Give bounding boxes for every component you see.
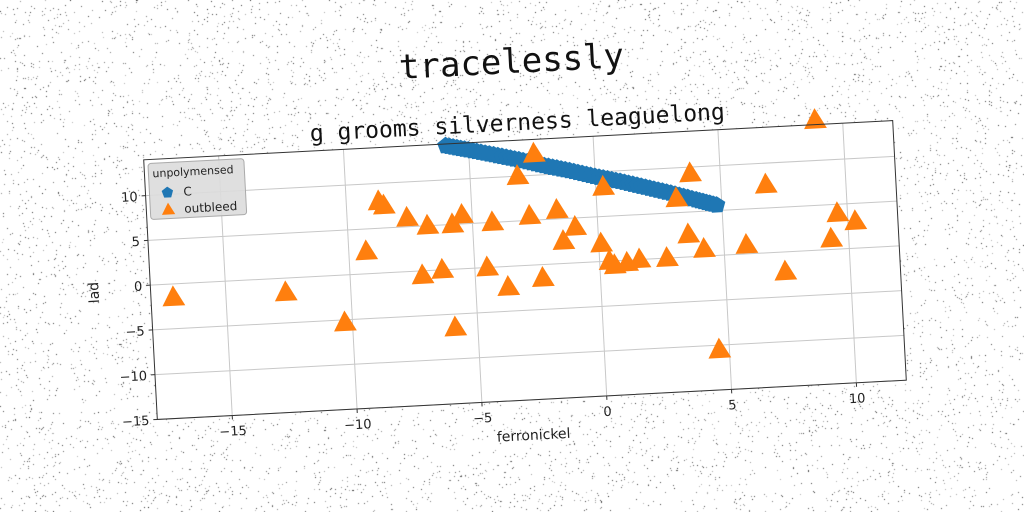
outbleed-point (665, 186, 689, 208)
outbleed-point (355, 239, 379, 261)
outbleed-point (693, 236, 716, 258)
outbleed-point (735, 232, 759, 254)
x-axis-ticks: −15 −10 −5 0 5 10 (219, 382, 866, 440)
outbleed-point (476, 255, 500, 277)
outbleed-point (518, 203, 542, 225)
outbleed-point (372, 193, 396, 215)
outbleed-point (481, 210, 505, 232)
outbleed-point (497, 275, 521, 297)
legend-title: unpolymensed (152, 163, 234, 180)
outbleed-point (844, 209, 868, 231)
outbleed-point (274, 280, 298, 302)
outbleed-point (708, 337, 732, 359)
x-tick-label: −5 (473, 411, 493, 427)
grid-line-x (842, 123, 857, 383)
outbleed-point (416, 213, 440, 235)
x-tick-label: −15 (219, 424, 247, 440)
y-tick-label: 0 (134, 280, 143, 295)
legend-label: outbleed (184, 199, 238, 216)
x-tick-label: 0 (603, 405, 612, 420)
outbleed-point (656, 246, 679, 268)
outbleed-point (162, 285, 186, 307)
outbleed-point (532, 266, 555, 288)
outbleed-point (677, 222, 701, 244)
outbleed-point (679, 161, 702, 183)
outbleed-point (552, 229, 576, 251)
outbleed-point (590, 231, 614, 253)
grid-line-x (467, 142, 483, 403)
grid-line-y (154, 334, 904, 376)
outbleed-point (804, 108, 827, 130)
legend-label: C (183, 184, 192, 198)
x-axis-label: ferronickel (496, 426, 570, 446)
outbleed-point (396, 205, 419, 227)
outbleed-point (451, 202, 474, 224)
grid-line-x (342, 149, 358, 410)
outbleed-point (431, 257, 455, 279)
outbleed-point (592, 174, 616, 196)
legend-marker-outbleed (161, 202, 176, 215)
outbleed-point (522, 141, 546, 163)
outbleed-point (564, 214, 588, 236)
y-tick-label: 10 (121, 190, 138, 206)
outbleed-point (826, 201, 850, 223)
x-tick-label: 5 (728, 398, 737, 413)
outbleed-point (545, 197, 569, 219)
outbleed-point (334, 310, 357, 332)
series-outbleed (162, 108, 868, 359)
x-tick-label: 10 (849, 391, 866, 407)
outbleed-point (820, 226, 844, 248)
grid-line-y (150, 245, 900, 286)
y-axis-label: lad (86, 281, 103, 303)
series-c (437, 136, 726, 213)
legend-marker-c (161, 186, 174, 198)
y-tick-label: −10 (119, 369, 147, 385)
outbleed-point (774, 259, 798, 281)
outbleed-point (754, 172, 778, 194)
outbleed-point (628, 247, 652, 269)
y-tick-label: −15 (122, 414, 150, 430)
grid-line-x (717, 129, 733, 390)
series-c-point (708, 196, 726, 213)
y-tick-label: 5 (131, 235, 140, 250)
outbleed-point (444, 315, 468, 337)
y-tick-label: −5 (125, 324, 145, 340)
y-axis-ticks: −15 −10 −5 0 5 10 (119, 190, 158, 430)
legend-box (147, 158, 248, 220)
x-tick-label: −10 (344, 417, 372, 433)
outbleed-point (506, 164, 530, 186)
grid-line-y (152, 290, 902, 331)
plot-frame (143, 120, 907, 420)
outbleed-point (411, 263, 435, 285)
